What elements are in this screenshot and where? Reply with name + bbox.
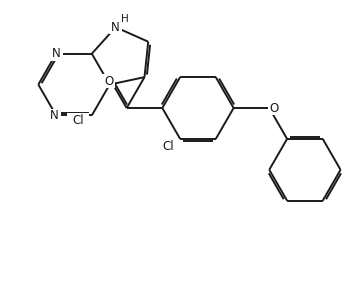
Text: H: H <box>121 14 128 24</box>
Bar <box>50 47 63 60</box>
Bar <box>268 101 281 115</box>
Text: O: O <box>270 101 279 114</box>
Bar <box>48 108 61 122</box>
Bar <box>109 20 122 34</box>
Text: Cl: Cl <box>163 140 174 153</box>
Text: N: N <box>111 21 120 34</box>
Text: Cl: Cl <box>72 114 84 127</box>
Bar <box>102 74 115 88</box>
Bar <box>157 140 179 154</box>
Text: N: N <box>50 109 58 122</box>
Bar <box>67 114 89 127</box>
Text: N: N <box>52 47 61 60</box>
Text: O: O <box>104 75 113 88</box>
